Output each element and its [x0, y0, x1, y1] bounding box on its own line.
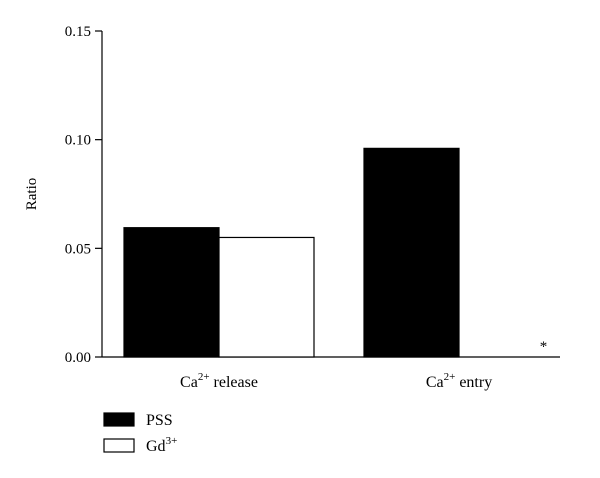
y-tick-label: 0.05	[65, 241, 91, 257]
y-tick-label: 0.00	[65, 350, 91, 366]
y-tick-label: 0.10	[65, 133, 91, 149]
bar	[218, 236, 315, 358]
x-category-label: Ca2+ entry	[426, 371, 492, 391]
bars	[123, 147, 460, 358]
y-axis: 0.00 0.05 0.10 0.15	[65, 24, 103, 366]
x-category-label: Ca2+ release	[180, 371, 258, 391]
legend-swatch	[103, 412, 135, 427]
bar	[363, 147, 460, 358]
legend-label: PSS	[146, 412, 173, 429]
legend-swatch	[103, 438, 135, 453]
y-axis-title: Ratio	[24, 178, 40, 211]
annotations: *	[540, 339, 548, 355]
bar	[123, 227, 220, 358]
legend: PSS Gd3+	[103, 412, 177, 455]
x-axis: Ca2+ release Ca2+ entry	[102, 356, 560, 391]
significance-asterisk: *	[540, 339, 548, 355]
y-tick-label: 0.15	[65, 24, 91, 40]
legend-label: Gd3+	[146, 435, 177, 455]
